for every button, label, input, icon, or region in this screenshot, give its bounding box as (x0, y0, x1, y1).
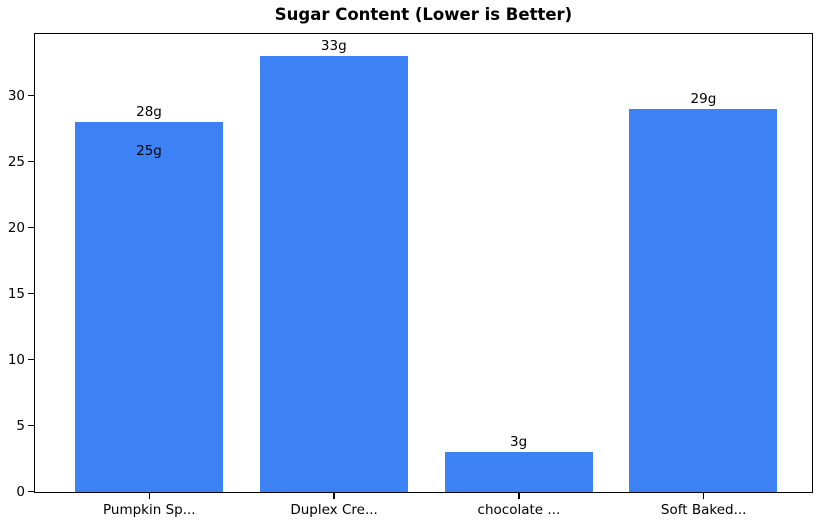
x-tick-label: Soft Baked... (660, 502, 747, 518)
x-axis-tick (333, 493, 335, 499)
y-tick-label: 30 (7, 87, 25, 104)
bar (259, 56, 408, 492)
y-tick-label: 0 (16, 483, 25, 500)
y-axis-tick (28, 161, 34, 163)
chart-title: Sugar Content (Lower is Better) (274, 5, 573, 24)
x-tick-label: Pumpkin Sp... (102, 502, 196, 518)
y-axis-tick (28, 491, 34, 493)
y-tick-label: 15 (7, 285, 25, 302)
bar (75, 162, 223, 492)
bar-value-label: 25g (136, 143, 162, 160)
y-tick-label: 10 (7, 351, 25, 368)
x-axis-tick (703, 493, 705, 499)
y-axis-tick (28, 425, 34, 427)
x-axis-tick (148, 493, 150, 499)
bar-value-label: 29g (690, 90, 717, 107)
bar (444, 452, 593, 492)
y-axis-tick (28, 359, 34, 361)
y-axis-tick (28, 293, 34, 295)
x-axis-tick (518, 493, 520, 499)
bar-value-label: 3g (510, 433, 528, 450)
bar (629, 109, 778, 492)
x-tick-label: Duplex Cre... (290, 502, 378, 518)
bar-value-label: 33g (320, 37, 347, 54)
y-tick-label: 25 (7, 153, 25, 170)
y-tick-label: 5 (16, 417, 25, 434)
plot-area: 28g 25g 33g 3g 29g (34, 33, 813, 493)
bar-value-label: 28g (136, 103, 162, 120)
y-axis-tick (28, 95, 34, 97)
y-axis-tick (28, 227, 34, 229)
x-tick-label: chocolate ... (477, 502, 561, 518)
y-tick-label: 20 (7, 219, 25, 236)
